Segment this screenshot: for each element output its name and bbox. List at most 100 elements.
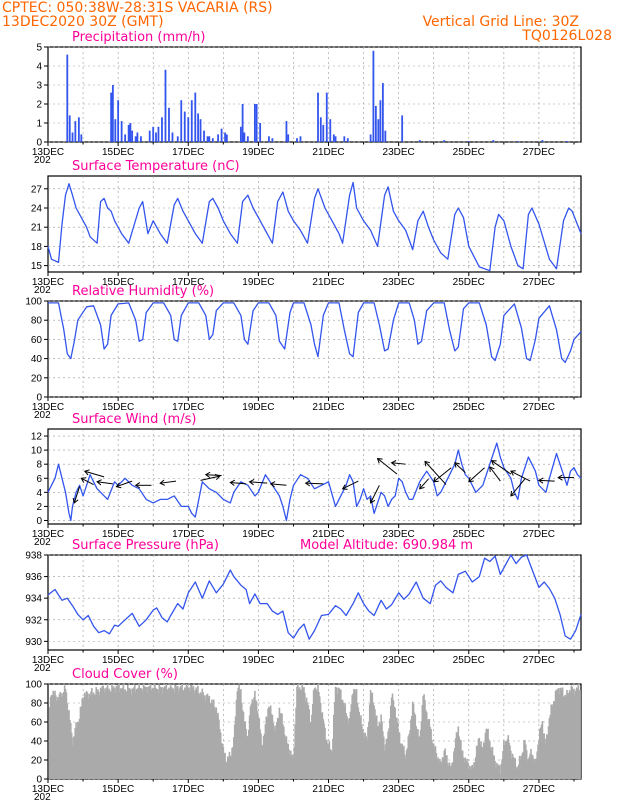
cloud-bar	[531, 755, 534, 779]
precip-bar	[259, 123, 262, 142]
cloud-bar	[515, 768, 517, 779]
x-tick-label: 17DEC	[172, 277, 204, 288]
cloud-bar	[373, 705, 375, 779]
cloud-bar	[554, 690, 557, 779]
x-tick-label: 25DEC	[453, 655, 485, 666]
cloud-bar	[165, 684, 168, 779]
cloud-bar	[314, 687, 317, 779]
cloud-bar	[180, 687, 183, 779]
precip-bar	[197, 113, 199, 142]
precip-bar	[317, 92, 319, 142]
cloud-bar	[342, 702, 345, 779]
cloud-bar	[168, 687, 170, 779]
cloud-bar	[425, 710, 427, 779]
cloud-bar	[563, 696, 566, 779]
cloud-bar	[105, 689, 107, 779]
y-tick-label: 18	[31, 242, 43, 253]
cloud-bar	[458, 736, 460, 779]
cloud-bar	[133, 687, 135, 779]
x-tick-label: 23DEC	[383, 529, 415, 540]
cloud-bar	[257, 716, 260, 779]
cloud-bar	[552, 704, 554, 779]
cloud-bar	[428, 719, 431, 779]
x-tick-label: 19DEC	[242, 277, 274, 288]
cloud-bar	[84, 692, 86, 779]
cloud-bar	[498, 765, 501, 779]
precip-bar	[369, 134, 372, 142]
cloud-bar	[526, 760, 529, 779]
cloud-bar	[347, 723, 350, 779]
wind-arrow	[510, 478, 526, 497]
x-tick-label: 13DEC	[32, 277, 64, 288]
cloud-bar	[233, 724, 236, 779]
y-tick-label: 60	[31, 718, 43, 729]
x-tick-label: 15DEC	[102, 784, 134, 795]
cloud-bar	[533, 761, 536, 779]
cloud-bar	[108, 688, 111, 779]
cloud-bar	[97, 689, 99, 779]
cloud-bar	[272, 722, 275, 779]
cloud-bar	[169, 688, 171, 779]
y-tick-label: 40	[31, 354, 43, 365]
cloud-bar	[489, 747, 492, 779]
cloud-bar	[401, 743, 403, 779]
cloud-bar	[130, 695, 133, 779]
wind-arrow	[391, 462, 406, 465]
wind-arrow-head	[432, 476, 439, 483]
x-tick-label: 27DEC	[523, 655, 555, 666]
panel-annotation: Model Altitude: 690.984 m	[300, 538, 473, 553]
panel-precip: 0 1 2 3 4 5 13DEC 15DEC 17DEC 19DEC 21DEC 23DEC 25DE…	[32, 30, 582, 166]
cloud-bar	[286, 743, 289, 779]
precip-bar	[372, 50, 375, 142]
wind-arrow	[305, 482, 324, 485]
cloud-bar	[148, 686, 150, 779]
cloud-bar	[473, 762, 475, 779]
precip-bar	[155, 132, 157, 142]
cloud-bar	[189, 692, 191, 779]
cloud-bar	[527, 758, 530, 779]
precip-bar	[334, 136, 337, 142]
cloud-bar	[226, 762, 228, 779]
cloud-bar	[326, 743, 329, 779]
y-tick-label: 932	[25, 615, 42, 626]
pres-line	[47, 554, 582, 640]
x-tick-label: 17DEC	[172, 655, 204, 666]
cloud-bar	[351, 695, 353, 779]
cloud-bar	[175, 685, 177, 779]
cloud-bar	[539, 727, 542, 779]
cloud-bar	[344, 703, 346, 779]
cloud-bar	[361, 729, 364, 779]
precip-bar	[332, 134, 335, 142]
y-tick-label: 8	[36, 460, 42, 471]
cloud-bar	[396, 722, 399, 779]
cloud-bar	[513, 757, 516, 779]
wind-arrow-head	[72, 497, 79, 504]
cloud-bar	[315, 689, 318, 779]
cloud-bar	[91, 688, 93, 779]
cloud-bar	[544, 738, 546, 779]
panel-title: Precipitation (mm/h)	[72, 30, 205, 45]
precip-bar	[329, 119, 332, 142]
cloud-bar	[382, 731, 384, 779]
cloud-bar	[418, 736, 421, 779]
cloud-bar	[398, 732, 401, 779]
cloud-bar	[324, 727, 326, 779]
cloud-bar	[394, 707, 396, 779]
precip-bar	[224, 132, 226, 142]
cloud-bar	[69, 722, 72, 779]
cloud-bar	[152, 687, 154, 779]
cloud-bar	[219, 729, 221, 779]
y-tick-label: 2	[36, 100, 42, 111]
x-year-label: 202	[34, 792, 51, 800]
cloud-bar	[467, 769, 470, 779]
cloud-bar	[136, 688, 139, 779]
precip-bar	[516, 141, 519, 142]
cloud-bar	[172, 688, 175, 779]
cloud-bar	[460, 739, 462, 779]
cloud-bar	[325, 739, 328, 779]
cloud-bar	[61, 693, 63, 779]
cloud-bar	[484, 732, 487, 779]
cloud-bar	[506, 739, 509, 779]
cloud-bar	[100, 689, 103, 779]
cloud-bar	[72, 737, 75, 779]
